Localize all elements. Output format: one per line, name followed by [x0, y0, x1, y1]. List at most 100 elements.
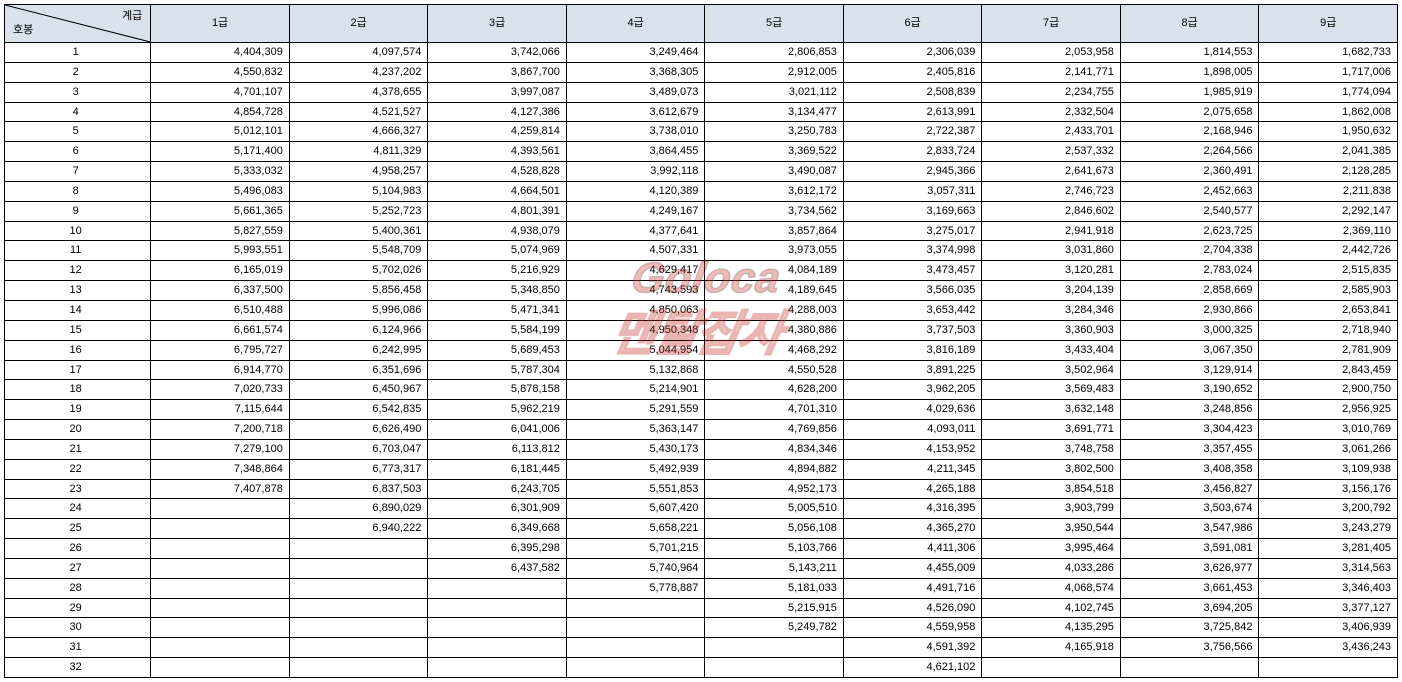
value-cell: 5,471,341	[428, 300, 567, 320]
value-cell: 5,181,033	[705, 578, 844, 598]
value-cell: 5,787,304	[428, 360, 567, 380]
row-label: 28	[5, 578, 151, 598]
value-cell: 3,503,674	[1120, 499, 1259, 519]
value-cell: 5,430,173	[566, 439, 705, 459]
value-cell: 3,725,842	[1120, 618, 1259, 638]
value-cell: 4,938,079	[428, 221, 567, 241]
value-cell: 2,956,925	[1259, 400, 1398, 420]
row-label: 32	[5, 658, 151, 678]
value-cell: 3,031,860	[982, 241, 1121, 261]
value-cell: 1,814,553	[1120, 43, 1259, 63]
value-cell: 4,365,270	[843, 519, 982, 539]
value-cell: 4,769,856	[705, 420, 844, 440]
value-cell: 5,400,361	[289, 221, 428, 241]
column-header: 8급	[1120, 5, 1259, 43]
table-row: 146,510,4885,996,0865,471,3414,850,0634,…	[5, 300, 1398, 320]
value-cell: 4,950,348	[566, 320, 705, 340]
value-cell: 4,127,386	[428, 102, 567, 122]
value-cell: 4,521,527	[289, 102, 428, 122]
value-cell: 5,658,221	[566, 519, 705, 539]
value-cell: 3,010,769	[1259, 420, 1398, 440]
table-row: 32 4,621,102	[5, 658, 1398, 678]
value-cell: 4,411,306	[843, 539, 982, 559]
value-cell: 3,129,914	[1120, 360, 1259, 380]
value-cell: 3,281,405	[1259, 539, 1398, 559]
value-cell: 4,666,327	[289, 122, 428, 142]
value-cell: 3,661,453	[1120, 578, 1259, 598]
value-cell: 4,854,728	[151, 102, 290, 122]
value-cell: 6,914,770	[151, 360, 290, 380]
value-cell: 2,211,838	[1259, 181, 1398, 201]
value-cell	[1259, 658, 1398, 678]
value-cell: 1,985,919	[1120, 82, 1259, 102]
value-cell: 5,584,199	[428, 320, 567, 340]
value-cell: 4,621,102	[843, 658, 982, 678]
value-cell: 2,234,755	[982, 82, 1121, 102]
value-cell: 3,857,864	[705, 221, 844, 241]
value-cell: 4,743,593	[566, 281, 705, 301]
value-cell: 5,104,983	[289, 181, 428, 201]
header-diag-bot: 호봉	[13, 23, 33, 38]
table-row: 227,348,8646,773,3176,181,4455,492,9394,…	[5, 459, 1398, 479]
row-label: 18	[5, 380, 151, 400]
value-cell: 2,846,602	[982, 201, 1121, 221]
value-cell	[151, 519, 290, 539]
row-label: 30	[5, 618, 151, 638]
value-cell: 3,756,566	[1120, 638, 1259, 658]
table-row: 136,337,5005,856,4585,348,8504,743,5934,…	[5, 281, 1398, 301]
value-cell: 5,132,868	[566, 360, 705, 380]
value-cell: 3,734,562	[705, 201, 844, 221]
value-cell: 4,550,528	[705, 360, 844, 380]
table-row: 176,914,7706,351,6965,787,3045,132,8684,…	[5, 360, 1398, 380]
value-cell: 6,124,966	[289, 320, 428, 340]
value-cell: 6,351,696	[289, 360, 428, 380]
table-row: 95,661,3655,252,7234,801,3914,249,1673,7…	[5, 201, 1398, 221]
value-cell: 2,781,909	[1259, 340, 1398, 360]
value-cell: 3,489,073	[566, 82, 705, 102]
value-cell: 4,033,286	[982, 558, 1121, 578]
value-cell: 3,368,305	[566, 62, 705, 82]
value-cell: 4,952,173	[705, 479, 844, 499]
table-row: 24,550,8324,237,2023,867,7003,368,3052,9…	[5, 62, 1398, 82]
value-cell: 5,216,929	[428, 261, 567, 281]
value-cell: 3,632,148	[982, 400, 1121, 420]
value-cell	[151, 578, 290, 598]
value-cell: 4,211,345	[843, 459, 982, 479]
value-cell: 3,250,783	[705, 122, 844, 142]
value-cell: 6,113,812	[428, 439, 567, 459]
value-cell	[151, 638, 290, 658]
value-cell: 3,275,017	[843, 221, 982, 241]
value-cell: 5,856,458	[289, 281, 428, 301]
value-cell: 4,455,009	[843, 558, 982, 578]
value-cell: 3,109,938	[1259, 459, 1398, 479]
value-cell: 2,704,338	[1120, 241, 1259, 261]
value-cell: 6,542,835	[289, 400, 428, 420]
value-cell: 5,012,101	[151, 122, 290, 142]
value-cell: 5,215,915	[705, 598, 844, 618]
value-cell: 6,510,488	[151, 300, 290, 320]
row-label: 29	[5, 598, 151, 618]
table-row: 115,993,5515,548,7095,074,9694,507,3313,…	[5, 241, 1398, 261]
value-cell: 4,628,200	[705, 380, 844, 400]
value-cell: 4,850,063	[566, 300, 705, 320]
value-cell: 2,332,504	[982, 102, 1121, 122]
table-row: 187,020,7336,450,9675,878,1585,214,9014,…	[5, 380, 1398, 400]
table-row: 207,200,7186,626,4906,041,0065,363,1474,…	[5, 420, 1398, 440]
value-cell: 3,547,986	[1120, 519, 1259, 539]
value-cell	[289, 638, 428, 658]
table-row: 14,404,3094,097,5743,742,0663,249,4642,8…	[5, 43, 1398, 63]
value-cell: 3,000,325	[1120, 320, 1259, 340]
value-cell: 4,153,952	[843, 439, 982, 459]
value-cell: 4,468,292	[705, 340, 844, 360]
row-label: 1	[5, 43, 151, 63]
value-cell: 3,992,118	[566, 162, 705, 182]
value-cell: 2,141,771	[982, 62, 1121, 82]
value-cell: 3,612,172	[705, 181, 844, 201]
column-header: 2급	[289, 5, 428, 43]
value-cell: 2,128,285	[1259, 162, 1398, 182]
row-label: 3	[5, 82, 151, 102]
table-row: 156,661,5746,124,9665,584,1994,950,3484,…	[5, 320, 1398, 340]
value-cell: 3,748,758	[982, 439, 1121, 459]
value-cell: 6,181,445	[428, 459, 567, 479]
value-cell: 2,053,958	[982, 43, 1121, 63]
